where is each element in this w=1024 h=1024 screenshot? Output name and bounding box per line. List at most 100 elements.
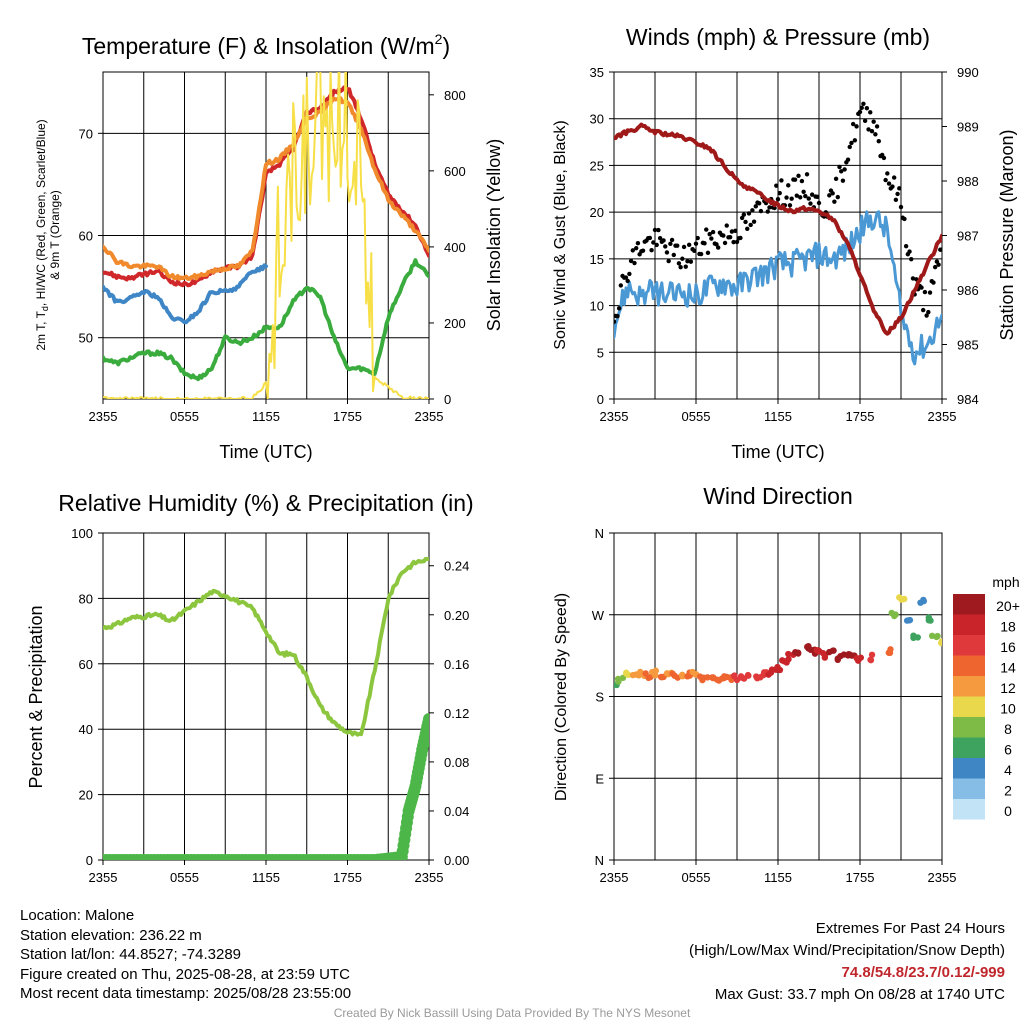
direction-point [629,671,637,679]
dir-plot-area: 2355 0555 1155 1755 2355 N E S W N [592,526,957,885]
data-point [907,249,912,254]
data-point [692,248,697,253]
y-tick-label-right: 200 [444,316,466,331]
data-point [868,110,873,115]
legend-label: 16 [1000,639,1016,655]
y-tick-label-left: E [595,771,604,786]
direction-point [857,654,865,661]
data-point [750,208,755,213]
data-point [895,191,900,197]
data-point [731,239,736,245]
temp-xlabel: Time (UTC) [219,442,312,462]
y-tick-label-left: W [592,608,605,623]
x-tick-label: 2355 [89,409,118,424]
x-tick-label: 1155 [252,870,280,885]
direction-point [772,666,780,673]
extremes-subtitle: (High/Low/Max Wind/Precipitation/Snow De… [689,942,1005,959]
direction-point [867,656,874,663]
direction-point [737,674,745,681]
x-tick-label: 1755 [333,409,362,424]
direction-point [868,651,876,659]
data-point [931,280,936,285]
data-point [757,201,762,206]
y-tick-label-left: 15 [590,252,604,267]
max-gust-text: Max Gust: 33.7 mph On 08/28 at 1740 UTC [714,986,1005,1003]
y-tick-label-right: 0.08 [444,755,469,770]
data-point [862,118,868,124]
y-tick-label-left: S [595,690,604,705]
series-line [103,263,268,325]
data-point [741,212,747,217]
data-point [779,178,784,183]
data-point [738,235,743,241]
temp-ylabel-left-line2: & 9m T (Orange) [48,190,62,280]
data-point [833,176,839,182]
y-tick-label-left: 70 [79,126,93,141]
data-point [902,216,907,222]
dir-chart-title: Wind Direction [703,483,853,509]
data-point [830,191,835,196]
x-tick-label: 2355 [415,870,444,885]
x-tick-label: 0555 [682,870,711,885]
direction-point [765,671,772,678]
x-tick-label: 1155 [764,870,792,885]
series-line [103,258,429,382]
data-point [710,229,716,235]
data-point [874,124,880,129]
elevation-text: Station elevation: 236.22 m [20,926,202,944]
legend-label: 18 [1000,619,1016,635]
data-point [724,223,729,228]
series-line [614,210,942,366]
temp-ylabel-left: 2m T, Td, HI/WC (Red, Green, Scarlet/Blu… [34,119,50,350]
data-point [661,238,666,243]
data-point [721,233,726,238]
data-point [864,105,870,111]
y-tick-label-left: 20 [79,788,93,803]
data-point [885,171,890,176]
data-point [751,219,757,224]
rh-plot-area: 2355 0555 1155 1755 2355 0 20 40 60 80 100 0.00 0.04… [71,526,469,885]
legend-swatch [953,655,985,676]
data-point [668,241,673,247]
y-tick-label-left: 50 [79,331,93,346]
data-point [857,109,863,115]
data-point [839,169,844,174]
x-tick-label: 2355 [928,409,957,424]
data-point [615,313,620,319]
direction-point [663,670,671,677]
data-point [666,258,671,264]
y-tick-label-right: 0 [444,392,451,407]
data-point [423,713,429,725]
data-point [635,240,641,246]
direction-point [927,617,934,624]
x-tick-label: 2355 [600,870,629,885]
dir-color-legend: mph 20+ 18 16 14 12 10 8 6 4 2 0 [953,574,1020,820]
data-point [734,239,740,245]
direction-point [718,675,726,682]
data-point [623,275,629,280]
data-point [683,264,688,269]
data-point [926,309,931,315]
y-tick-label-left: 35 [590,65,604,80]
temp-plot-area: 2355 0555 1155 1755 2355 50 60 70 0 200 400 600 800 [79,71,466,424]
legend-label: 10 [1000,701,1016,717]
data-point [716,245,721,250]
data-point [739,215,745,221]
data-point [866,127,871,132]
legend-swatch [953,778,985,799]
data-point [625,278,630,284]
data-point [897,186,902,191]
data-point [693,241,699,246]
data-point [647,235,653,241]
data-point [939,247,942,252]
wind-xlabel: Time (UTC) [731,442,824,462]
data-point [722,240,728,246]
data-point [618,283,624,288]
x-tick-label: 2355 [415,409,444,424]
data-point [873,132,878,137]
data-point [680,256,685,261]
data-point [663,244,668,249]
data-point [632,260,637,266]
data-point [909,256,914,262]
data-point [614,319,617,324]
